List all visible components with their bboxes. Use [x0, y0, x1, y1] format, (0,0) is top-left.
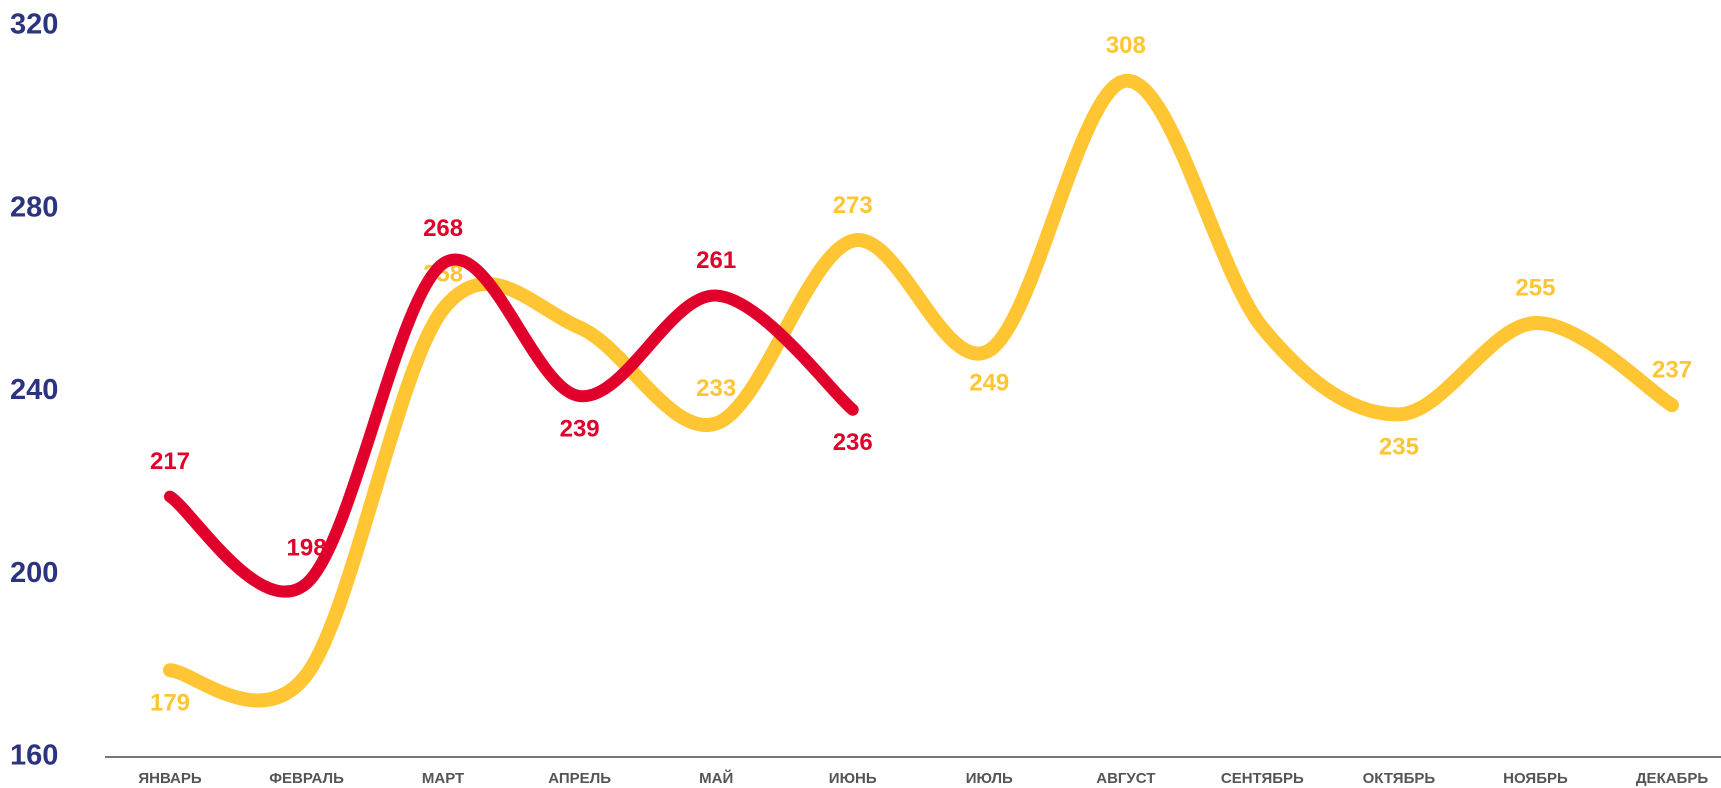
y-tick-label: 160 [10, 740, 58, 772]
x-tick-label: АПРЕЛЬ [548, 770, 611, 787]
data-label: 198 [287, 535, 327, 562]
x-tick-label: АВГУСТ [1096, 770, 1155, 787]
data-label: 235 [1379, 434, 1419, 461]
y-tick-label: 320 [10, 9, 58, 41]
data-label: 261 [696, 247, 736, 274]
data-label: 179 [150, 690, 190, 717]
x-tick-label: ДЕКАБРЬ [1636, 770, 1708, 787]
x-tick-label: НОЯБРЬ [1503, 770, 1568, 787]
data-label: 249 [969, 370, 1009, 397]
data-label: 255 [1515, 274, 1555, 301]
x-tick-label: ФЕВРАЛЬ [269, 770, 344, 787]
x-tick-label: МАРТ [422, 770, 464, 787]
data-label: 237 [1652, 357, 1692, 384]
line [163, 73, 1679, 708]
x-tick-label: ИЮЛЬ [966, 770, 1013, 787]
x-tick-label: ИЮНЬ [829, 770, 877, 787]
x-tick-label: ОКТЯБРЬ [1363, 770, 1436, 787]
x-tick-label: ЯНВАРЬ [138, 770, 202, 787]
data-label: 236 [833, 429, 873, 456]
y-tick-label: 200 [10, 557, 58, 589]
line [164, 253, 859, 598]
data-label: 233 [696, 375, 736, 402]
y-tick-label: 240 [10, 374, 58, 406]
x-tick-label: СЕНТЯБРЬ [1221, 770, 1304, 787]
y-tick-label: 280 [10, 191, 58, 223]
data-label: 273 [833, 192, 873, 219]
data-label: 308 [1106, 32, 1146, 59]
data-label: 239 [560, 415, 600, 442]
data-label: 268 [423, 215, 463, 242]
data-label: 217 [150, 448, 190, 475]
x-tick-label: МАЙ [699, 769, 733, 787]
